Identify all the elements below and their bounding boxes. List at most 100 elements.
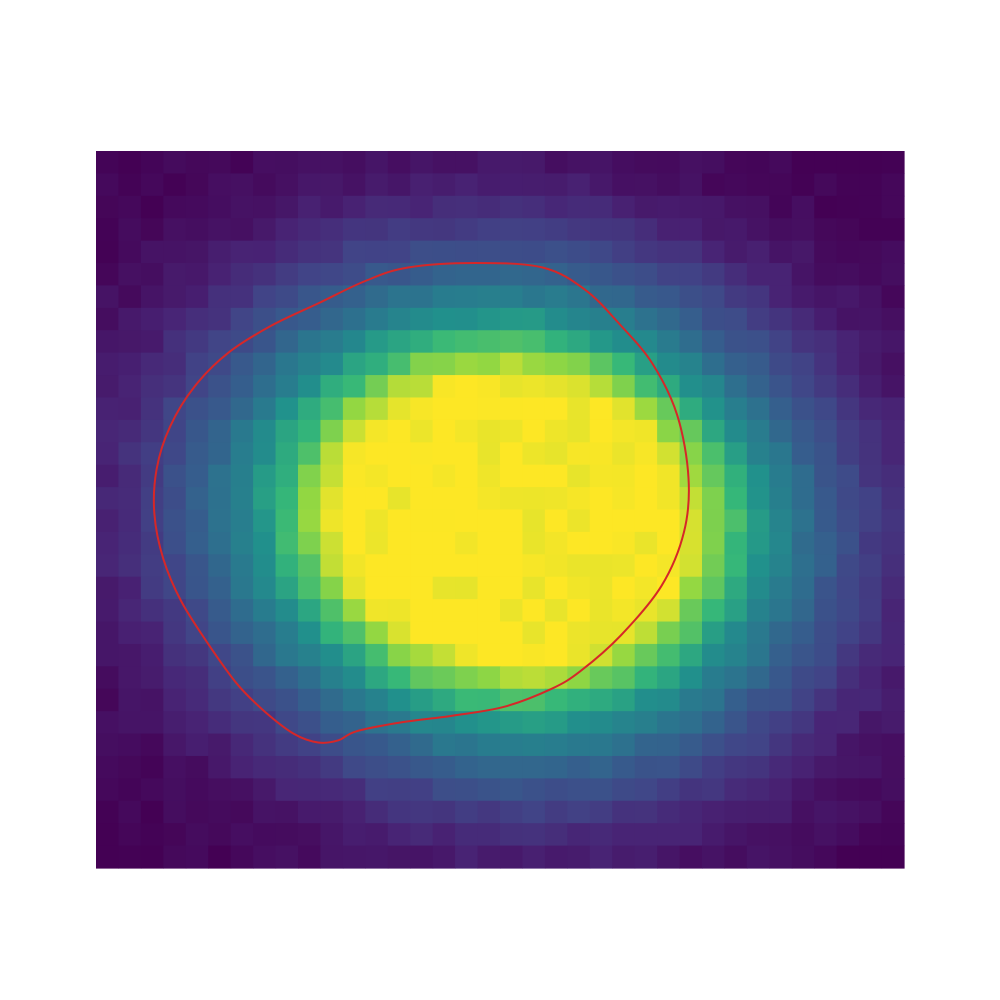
heatmap-cell xyxy=(387,800,411,824)
heatmap-cell xyxy=(230,755,254,779)
heatmap-cell xyxy=(185,240,209,264)
heatmap-cell xyxy=(814,755,838,779)
heatmap-cell xyxy=(589,442,613,466)
heatmap-cell xyxy=(365,845,389,869)
heatmap-cell xyxy=(455,576,479,600)
heatmap-cell xyxy=(275,352,299,376)
heatmap-cell xyxy=(455,285,479,309)
heatmap-cell xyxy=(724,509,748,533)
heatmap-cell xyxy=(881,711,905,735)
heatmap-cell xyxy=(702,621,726,645)
heatmap-cell xyxy=(589,576,613,600)
heatmap-cell xyxy=(500,509,524,533)
heatmap-cell xyxy=(657,419,681,443)
heatmap-cell xyxy=(881,263,905,287)
heatmap-cell xyxy=(567,151,591,175)
heatmap-cell xyxy=(814,285,838,309)
heatmap-cell xyxy=(567,218,591,242)
heatmap-cell xyxy=(612,845,636,869)
heatmap-cell xyxy=(500,352,524,376)
heatmap-cell xyxy=(410,711,434,735)
heatmap-cell xyxy=(522,195,546,219)
heatmap-cell xyxy=(881,285,905,309)
heatmap-cell xyxy=(657,711,681,735)
heatmap-cell xyxy=(500,643,524,667)
heatmap-cell xyxy=(410,733,434,757)
heatmap-cell xyxy=(702,599,726,623)
heatmap-cell xyxy=(589,666,613,690)
heatmap-cell xyxy=(298,599,322,623)
heatmap-cell xyxy=(140,554,164,578)
heatmap-cell xyxy=(634,711,658,735)
heatmap-cell xyxy=(702,419,726,443)
heatmap-cell xyxy=(185,307,209,331)
heatmap-cell xyxy=(96,823,120,847)
heatmap-cell xyxy=(612,218,636,242)
heatmap-cell xyxy=(702,733,726,757)
heatmap-cell xyxy=(589,688,613,712)
heatmap-cell xyxy=(320,531,344,555)
heatmap-cell xyxy=(791,778,815,802)
heatmap-cell xyxy=(96,263,120,287)
heatmap-cell xyxy=(298,442,322,466)
heatmap-cell xyxy=(275,711,299,735)
heatmap-cell xyxy=(612,419,636,443)
heatmap-cell xyxy=(163,442,187,466)
heatmap-cell xyxy=(185,823,209,847)
heatmap-cell xyxy=(96,330,120,354)
heatmap-cell xyxy=(881,509,905,533)
heatmap-cell xyxy=(477,666,501,690)
heatmap-cell xyxy=(387,643,411,667)
heatmap-cell xyxy=(612,442,636,466)
heatmap-cell xyxy=(342,509,366,533)
heatmap-cell xyxy=(522,711,546,735)
heatmap-cell xyxy=(387,263,411,287)
heatmap-cell xyxy=(724,531,748,555)
heatmap-cell xyxy=(859,352,883,376)
heatmap-cell xyxy=(522,218,546,242)
heatmap-cell xyxy=(185,195,209,219)
heatmap-cell xyxy=(522,778,546,802)
heatmap-cell xyxy=(477,352,501,376)
heatmap-cell xyxy=(253,307,277,331)
heatmap-cell xyxy=(298,218,322,242)
heatmap-cell xyxy=(769,800,793,824)
heatmap-cell xyxy=(208,755,232,779)
heatmap-cell xyxy=(275,397,299,421)
heatmap-cell xyxy=(208,688,232,712)
heatmap-cell xyxy=(477,823,501,847)
heatmap-cell xyxy=(320,845,344,869)
heatmap-cell xyxy=(387,419,411,443)
heatmap-cell xyxy=(208,307,232,331)
heatmap-cell xyxy=(455,599,479,623)
heatmap-cell xyxy=(612,599,636,623)
heatmap-cell xyxy=(365,487,389,511)
heatmap-cell xyxy=(544,823,568,847)
heatmap-cell xyxy=(836,554,860,578)
heatmap-cell xyxy=(298,173,322,197)
heatmap-cell xyxy=(522,464,546,488)
heatmap-cell xyxy=(253,419,277,443)
heatmap-cell xyxy=(567,711,591,735)
heatmap-cell xyxy=(275,330,299,354)
heatmap-cell xyxy=(140,599,164,623)
heatmap-cell xyxy=(791,352,815,376)
heatmap-cell xyxy=(522,509,546,533)
heatmap-cell xyxy=(140,464,164,488)
heatmap-cell xyxy=(724,307,748,331)
heatmap-cell xyxy=(163,240,187,264)
heatmap-cell xyxy=(657,643,681,667)
heatmap-cell xyxy=(118,173,142,197)
heatmap-cell xyxy=(140,576,164,600)
heatmap-cell xyxy=(118,666,142,690)
heatmap-cell xyxy=(702,442,726,466)
heatmap-cell xyxy=(702,800,726,824)
heatmap-cell xyxy=(118,330,142,354)
heatmap-cell xyxy=(859,755,883,779)
heatmap-cell xyxy=(253,195,277,219)
heatmap-cell xyxy=(679,442,703,466)
heatmap-cell xyxy=(634,375,658,399)
heatmap-cell xyxy=(522,375,546,399)
heatmap-cell xyxy=(702,509,726,533)
heatmap-cell xyxy=(702,845,726,869)
